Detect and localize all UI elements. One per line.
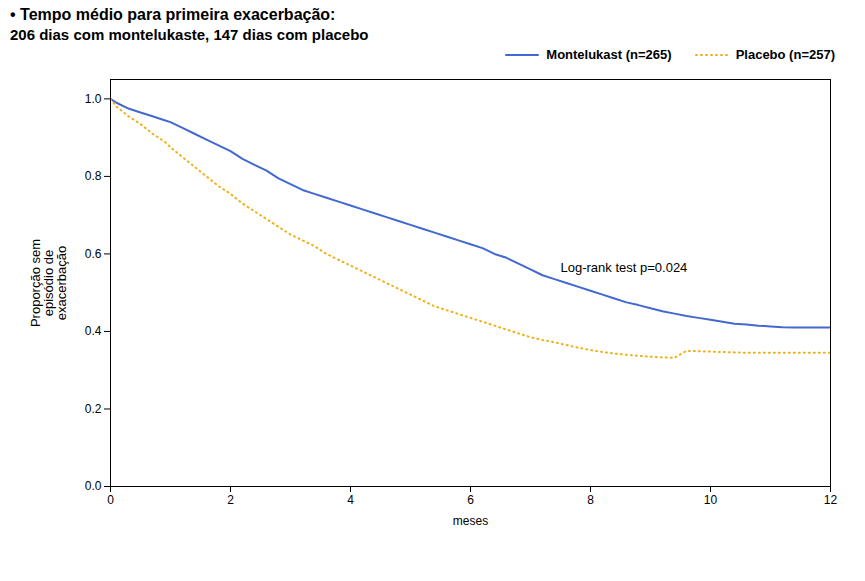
svg-text:10: 10: [704, 493, 718, 507]
svg-text:Log-rank test p=0.024: Log-rank test p=0.024: [561, 260, 688, 275]
svg-text:2: 2: [227, 493, 234, 507]
svg-text:0.2: 0.2: [85, 402, 102, 416]
svg-text:0.4: 0.4: [85, 324, 102, 338]
svg-text:1.0: 1.0: [85, 92, 102, 106]
svg-text:6: 6: [467, 493, 474, 507]
svg-text:meses: meses: [453, 514, 488, 528]
html-text:Montelukast (n=265): Montelukast (n=265): [546, 47, 672, 62]
svg-text:0.8: 0.8: [85, 169, 102, 183]
svg-text:0.0: 0.0: [85, 479, 102, 493]
html-text:206 dias com montelukaste, 147: 206 dias com montelukaste, 147 dias com …: [10, 26, 369, 43]
html-text:Placebo (n=257): Placebo (n=257): [735, 47, 835, 62]
svg-text:0: 0: [107, 493, 114, 507]
svg-text:12: 12: [824, 493, 838, 507]
svg-text:4: 4: [347, 493, 354, 507]
html-text:• Tempo médio para primeira ex: • Tempo médio para primeira exacerbação:: [10, 6, 336, 23]
svg-text:8: 8: [587, 493, 594, 507]
svg-text:0.6: 0.6: [85, 247, 102, 261]
svg-text:Proporção semepisódio deexacer: Proporção semepisódio deexacerbação: [28, 239, 69, 327]
